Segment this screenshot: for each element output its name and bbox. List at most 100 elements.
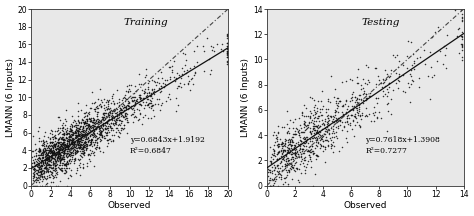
Point: [338, 120, 346, 124]
Point: [318, 119, 325, 122]
Point: [276, 137, 284, 140]
Point: [332, 131, 340, 134]
Point: [59, 158, 66, 161]
Point: [49, 162, 57, 165]
Point: [86, 148, 94, 151]
Point: [89, 120, 97, 124]
Point: [104, 126, 112, 129]
Point: [125, 105, 133, 108]
Point: [87, 138, 94, 142]
Point: [150, 109, 157, 112]
Point: [58, 136, 65, 139]
Point: [356, 124, 364, 128]
Point: [82, 117, 90, 121]
Point: [283, 163, 291, 167]
Point: [362, 113, 370, 117]
Point: [130, 98, 137, 102]
Point: [137, 103, 145, 106]
Point: [65, 134, 73, 138]
Point: [64, 154, 72, 157]
Point: [207, 68, 215, 72]
Point: [63, 108, 70, 111]
Point: [99, 127, 106, 131]
Point: [55, 151, 63, 154]
Point: [48, 145, 56, 148]
Point: [121, 113, 129, 116]
Point: [58, 166, 65, 170]
Point: [91, 133, 98, 136]
Point: [71, 125, 78, 128]
Point: [112, 118, 120, 122]
Point: [60, 159, 67, 163]
Point: [42, 144, 50, 148]
Point: [135, 103, 143, 106]
Point: [46, 158, 54, 162]
Point: [73, 149, 81, 153]
Point: [313, 129, 320, 132]
Point: [64, 146, 72, 149]
Point: [79, 125, 86, 129]
Point: [89, 126, 97, 129]
Point: [81, 132, 89, 135]
Point: [102, 101, 110, 104]
Point: [90, 116, 97, 120]
Point: [79, 145, 87, 148]
Point: [67, 130, 75, 133]
Point: [69, 146, 77, 149]
Point: [37, 166, 45, 170]
Point: [64, 128, 71, 132]
Point: [68, 114, 76, 118]
Point: [138, 98, 146, 102]
Point: [57, 150, 65, 153]
Point: [273, 152, 281, 156]
Point: [341, 102, 349, 106]
Point: [61, 152, 68, 155]
Point: [301, 169, 309, 172]
Point: [200, 49, 208, 53]
Point: [65, 148, 73, 151]
Point: [301, 119, 308, 122]
Point: [69, 130, 76, 133]
Point: [82, 129, 89, 133]
Point: [323, 122, 331, 126]
Point: [277, 159, 285, 162]
Point: [53, 140, 61, 143]
Point: [117, 120, 125, 123]
Point: [309, 139, 316, 143]
Point: [75, 120, 83, 124]
Point: [355, 82, 362, 85]
Point: [63, 138, 71, 142]
Point: [89, 131, 97, 135]
Point: [317, 111, 324, 114]
Point: [63, 143, 71, 146]
Point: [144, 86, 152, 89]
Point: [294, 152, 302, 156]
Point: [55, 115, 63, 119]
Point: [41, 159, 48, 163]
Point: [62, 136, 70, 140]
Point: [71, 131, 79, 135]
Point: [120, 123, 128, 126]
Point: [100, 112, 107, 115]
Point: [58, 156, 65, 160]
Point: [283, 164, 291, 167]
Point: [86, 159, 94, 162]
Point: [305, 149, 313, 152]
Point: [42, 166, 49, 170]
Point: [284, 149, 292, 152]
Point: [112, 121, 120, 124]
Point: [299, 147, 307, 151]
Point: [82, 104, 90, 107]
Point: [55, 159, 62, 163]
Point: [86, 131, 93, 134]
Point: [51, 145, 59, 148]
Point: [48, 172, 55, 175]
Point: [50, 156, 57, 159]
Point: [295, 180, 302, 184]
Point: [55, 158, 63, 161]
Point: [381, 68, 389, 71]
Point: [168, 68, 175, 71]
Point: [76, 173, 84, 176]
Point: [328, 143, 336, 146]
Point: [46, 166, 53, 169]
